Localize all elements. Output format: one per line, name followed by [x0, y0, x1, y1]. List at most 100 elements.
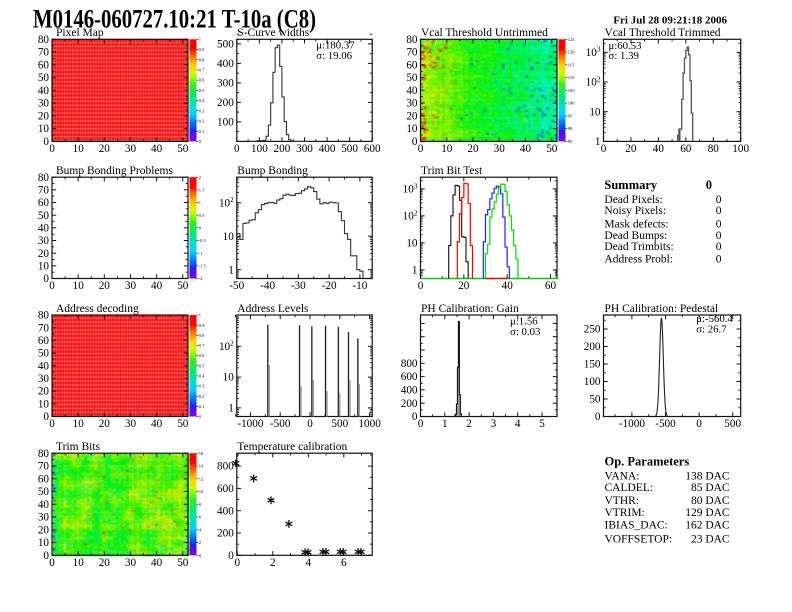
svg-text:0.4: 0.4 [199, 374, 205, 379]
svg-text:10: 10 [223, 372, 235, 384]
svg-text:60: 60 [38, 197, 50, 209]
svg-text:80: 80 [38, 34, 50, 46]
svg-text:10: 10 [73, 280, 85, 292]
svg-text:μ:-560.4: μ:-560.4 [696, 313, 733, 325]
svg-text:0.3: 0.3 [199, 384, 205, 389]
svg-text:60: 60 [680, 143, 692, 155]
svg-text:20: 20 [38, 248, 50, 260]
svg-text:Temperature calibration: Temperature calibration [237, 441, 347, 453]
svg-text:50: 50 [38, 348, 50, 360]
svg-text:30: 30 [125, 557, 137, 569]
svg-text:10: 10 [38, 398, 50, 410]
svg-text:0.5: 0.5 [199, 363, 205, 368]
svg-text:0.8: 0.8 [199, 57, 205, 62]
svg-text:Fri Jul 28 09:21:18 2006: Fri Jul 28 09:21:18 2006 [613, 15, 727, 27]
svg-text:VTHR:: VTHR: [605, 495, 640, 507]
svg-text:10: 10 [441, 143, 453, 155]
svg-text:20: 20 [38, 386, 50, 398]
svg-text:0.6: 0.6 [199, 78, 205, 83]
svg-text:30: 30 [125, 280, 137, 292]
svg-text:50: 50 [38, 486, 50, 498]
svg-text:IBIAS_DAC:: IBIAS_DAC: [605, 520, 668, 532]
svg-text:0.2: 0.2 [199, 119, 205, 124]
svg-text:1: 1 [228, 264, 234, 276]
svg-text:200: 200 [584, 341, 601, 353]
svg-text:80: 80 [406, 34, 418, 46]
svg-text:300: 300 [217, 78, 234, 90]
svg-text:80: 80 [38, 310, 50, 322]
svg-text:Op. Parameters: Op. Parameters [605, 455, 690, 469]
svg-text:10: 10 [589, 106, 601, 118]
svg-text:50: 50 [177, 143, 189, 155]
svg-text:600: 600 [364, 143, 381, 155]
svg-text:0.9: 0.9 [199, 323, 205, 328]
svg-text:40: 40 [38, 499, 50, 511]
svg-text:30: 30 [406, 98, 418, 110]
svg-text:80: 80 [708, 143, 720, 155]
svg-text:Vcal Threshold Untrimmed: Vcal Threshold Untrimmed [421, 27, 548, 39]
svg-text:-30: -30 [291, 280, 306, 292]
svg-text:-20: -20 [322, 280, 337, 292]
svg-text:40: 40 [151, 557, 163, 569]
svg-text:0: 0 [412, 411, 418, 423]
svg-text:14: 14 [199, 464, 204, 469]
svg-text:10: 10 [73, 418, 85, 430]
svg-text:20: 20 [625, 143, 637, 155]
svg-text:150: 150 [584, 359, 601, 371]
svg-text:Address Levels: Address Levels [237, 303, 309, 315]
svg-text:20: 20 [99, 280, 111, 292]
svg-text:90: 90 [568, 126, 573, 131]
svg-text:600: 600 [217, 483, 234, 495]
svg-text:400: 400 [217, 505, 234, 517]
svg-text:0: 0 [199, 225, 202, 230]
svg-text:4: 4 [199, 527, 202, 532]
svg-text:0: 0 [418, 280, 424, 292]
svg-text:M0146-060727.10:21 T-10a (C8): M0146-060727.10:21 T-10a (C8) [33, 4, 316, 34]
svg-text:0: 0 [49, 143, 55, 155]
svg-text:σ: 26.7: σ: 26.7 [696, 324, 727, 336]
svg-text:0.2: 0.2 [199, 394, 205, 399]
svg-text:-10: -10 [352, 280, 367, 292]
svg-text:10: 10 [38, 260, 50, 272]
svg-text:0.7: 0.7 [199, 68, 205, 73]
svg-text:50: 50 [546, 143, 558, 155]
svg-text:102: 102 [586, 74, 601, 88]
svg-text:40: 40 [151, 418, 163, 430]
svg-text:Dead Trimbits:: Dead Trimbits: [604, 241, 673, 253]
svg-text:500: 500 [724, 418, 741, 430]
svg-text:PH Calibration: Pedestal: PH Calibration: Pedestal [605, 303, 719, 315]
svg-text:6: 6 [341, 557, 347, 569]
svg-text:20: 20 [467, 143, 479, 155]
svg-text:500: 500 [217, 39, 234, 51]
svg-text:0.1: 0.1 [199, 129, 205, 134]
svg-text:0.7: 0.7 [199, 343, 205, 348]
svg-text:Dead Bumps:: Dead Bumps: [604, 230, 667, 242]
svg-text:Trim Bits: Trim Bits [56, 441, 101, 453]
svg-text:600: 600 [401, 371, 418, 383]
svg-text:0: 0 [43, 273, 49, 285]
svg-text:0: 0 [716, 194, 722, 206]
svg-text:16: 16 [199, 451, 204, 456]
svg-text:0: 0 [234, 143, 240, 155]
svg-text:50: 50 [177, 418, 189, 430]
svg-text:0: 0 [418, 418, 424, 430]
svg-text:0.8: 0.8 [199, 333, 205, 338]
svg-text:0: 0 [601, 143, 607, 155]
svg-text:102: 102 [219, 339, 234, 353]
svg-text:30: 30 [494, 143, 506, 155]
svg-text:20: 20 [458, 280, 470, 292]
svg-text:129 DAC: 129 DAC [685, 507, 730, 519]
svg-text:60: 60 [38, 59, 50, 71]
svg-text:-0.5: -0.5 [199, 238, 207, 243]
svg-text:Address Probl:: Address Probl: [604, 254, 673, 266]
svg-text:0: 0 [716, 230, 722, 242]
svg-text:0: 0 [706, 178, 712, 192]
svg-text:0.6: 0.6 [199, 353, 205, 358]
svg-text:40: 40 [502, 280, 514, 292]
svg-text:0: 0 [199, 553, 202, 558]
svg-text:20: 20 [38, 111, 50, 123]
svg-text:10: 10 [199, 489, 204, 494]
svg-text:23 DAC: 23 DAC [691, 534, 730, 546]
svg-text:40: 40 [38, 360, 50, 372]
svg-text:100: 100 [217, 117, 234, 129]
